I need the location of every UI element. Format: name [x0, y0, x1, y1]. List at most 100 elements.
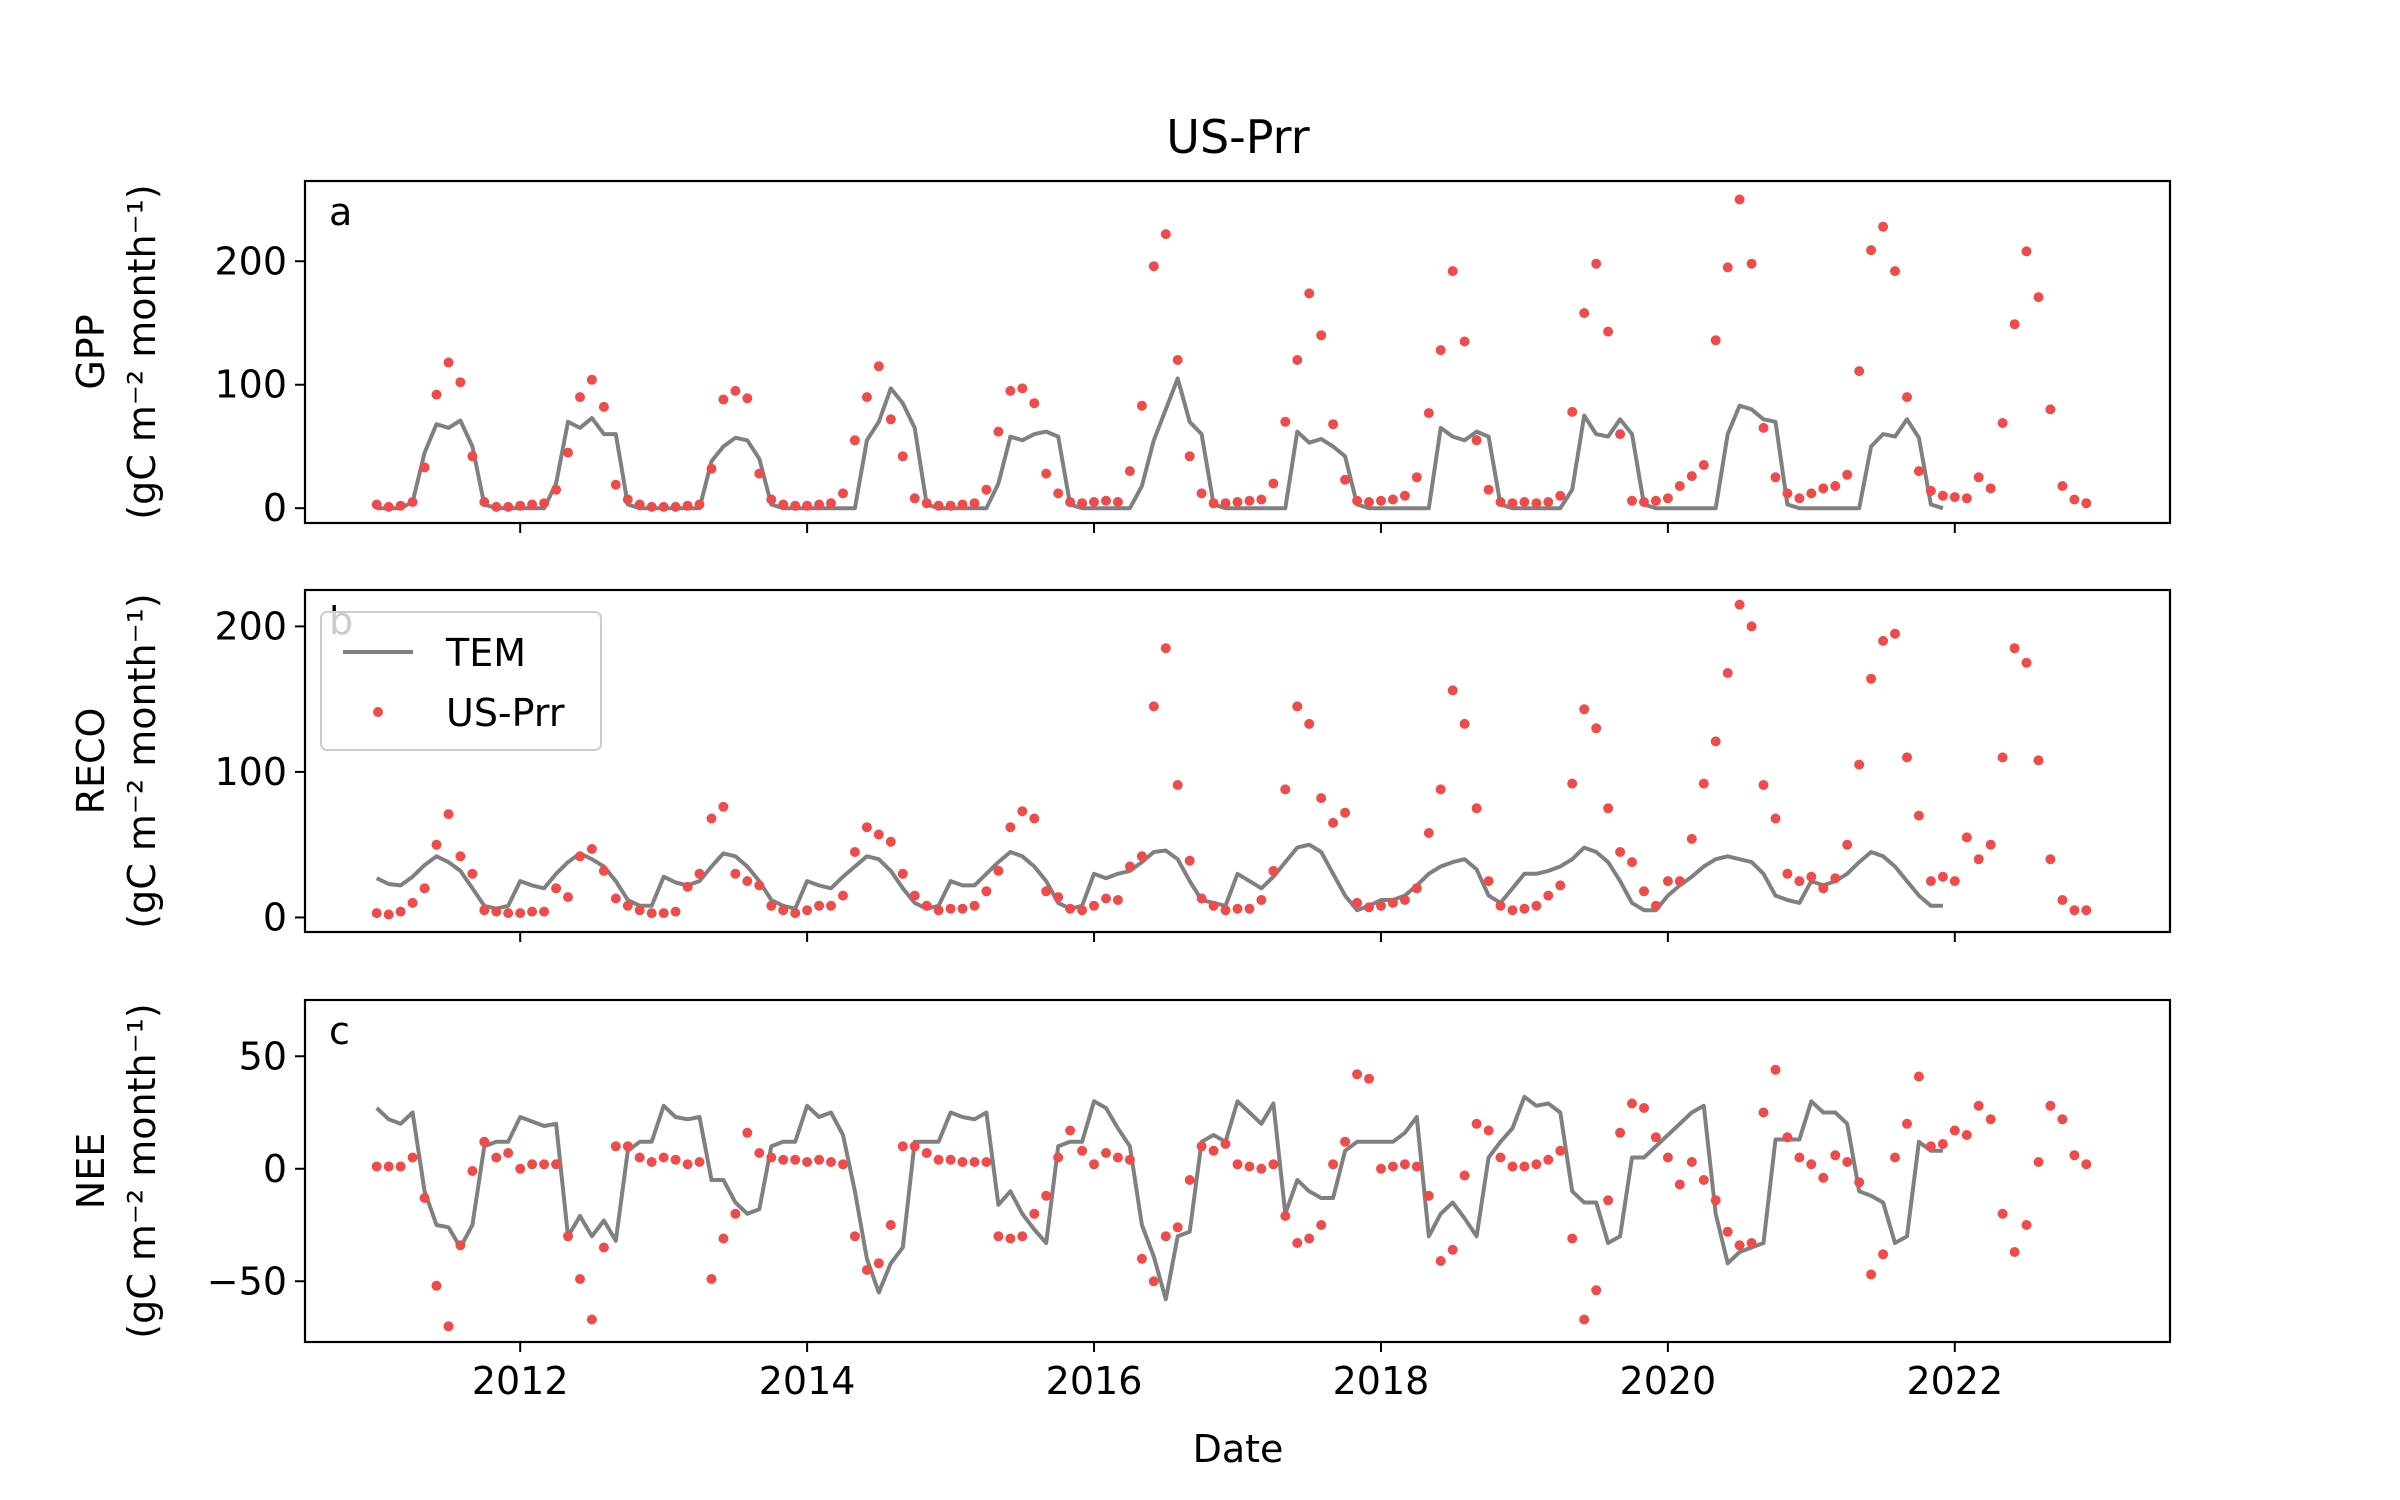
- legend-point-swatch: [373, 707, 383, 717]
- data-point: [885, 414, 896, 425]
- data-point: [1890, 628, 1900, 639]
- data-point: [1937, 490, 1948, 501]
- data-point: [527, 1159, 538, 1170]
- data-point: [575, 851, 585, 862]
- data-point: [1208, 900, 1219, 911]
- data-point: [718, 1233, 729, 1244]
- data-point: [1459, 1170, 1470, 1181]
- data-point: [491, 906, 502, 917]
- data-point: [1782, 868, 1793, 879]
- y-axis-label-units: (gC m⁻² month⁻¹): [120, 1003, 164, 1338]
- data-point: [1734, 1240, 1745, 1251]
- data-point: [1591, 258, 1602, 269]
- data-point: [1077, 905, 1088, 916]
- panel-b: 0100200bRECO(gC m⁻² month⁻¹): [69, 588, 2172, 942]
- data-point: [1399, 1159, 1410, 1170]
- data-point: [969, 498, 980, 509]
- data-point: [1376, 1163, 1386, 1174]
- data-point: [1782, 1132, 1793, 1143]
- data-point: [1352, 1069, 1363, 1080]
- data-point: [694, 868, 705, 879]
- data-point: [2069, 905, 2080, 916]
- data-point: [1148, 701, 1159, 712]
- y-axis-label-units: (gC m⁻² month⁻¹): [120, 184, 164, 519]
- axes-frame: [303, 179, 2172, 525]
- series-points-us-prr: [371, 1064, 2092, 1332]
- data-point: [2045, 404, 2056, 415]
- data-point: [1244, 903, 1255, 914]
- data-point: [2081, 498, 2092, 509]
- y-axis-label-units: (gC m⁻² month⁻¹): [120, 593, 164, 928]
- data-point: [1053, 1152, 1064, 1163]
- data-point: [1364, 1073, 1374, 1084]
- data-point: [1770, 813, 1781, 824]
- data-point: [2045, 1100, 2056, 1111]
- data-point: [1674, 481, 1685, 491]
- x-tick-label: 2012: [472, 1359, 569, 1403]
- data-point: [1997, 1208, 2008, 1219]
- data-point: [957, 1157, 968, 1167]
- data-point: [1304, 1233, 1315, 1244]
- data-point: [1089, 497, 1099, 507]
- data-point: [1806, 1159, 1817, 1170]
- data-point: [1866, 245, 1877, 256]
- data-point: [610, 479, 621, 490]
- data-point: [1423, 1190, 1434, 1201]
- data-point: [1997, 752, 2008, 763]
- data-point: [802, 1157, 813, 1167]
- data-point: [634, 905, 645, 916]
- data-point: [2057, 1114, 2068, 1125]
- data-point: [1376, 900, 1386, 911]
- data-point: [1878, 1249, 1889, 1260]
- x-tick-label: 2020: [1620, 1359, 1717, 1403]
- data-point: [1997, 418, 2008, 428]
- data-point: [503, 1148, 514, 1158]
- data-point: [993, 865, 1004, 876]
- data-point: [1878, 221, 1889, 232]
- y-tick-label: 100: [214, 750, 287, 794]
- data-point: [1387, 897, 1398, 908]
- data-point: [1399, 895, 1410, 905]
- data-point: [2021, 1220, 2032, 1230]
- data-point: [1806, 871, 1817, 882]
- data-point: [1411, 1161, 1422, 1172]
- y-tick-label: 50: [239, 1034, 287, 1078]
- data-point: [945, 500, 956, 511]
- data-point: [849, 435, 860, 446]
- data-point: [1686, 471, 1697, 482]
- data-point: [1196, 1141, 1207, 1152]
- data-point: [1435, 345, 1446, 356]
- data-point: [814, 499, 825, 510]
- data-point: [1005, 385, 1016, 396]
- data-point: [1698, 778, 1709, 789]
- data-point: [1041, 886, 1052, 897]
- y-axis-label: NEE (gC m⁻² month⁻¹): [69, 1003, 164, 1338]
- data-point: [1830, 1150, 1841, 1161]
- data-point: [419, 462, 430, 473]
- data-point: [814, 900, 825, 911]
- data-point: [1101, 1148, 1111, 1158]
- data-point: [563, 892, 573, 903]
- data-point: [2021, 657, 2032, 668]
- data-point: [1447, 1244, 1458, 1255]
- data-point: [395, 500, 406, 511]
- data-point: [1352, 495, 1363, 506]
- data-point: [849, 847, 860, 857]
- data-point: [1662, 1152, 1673, 1163]
- data-point: [1758, 422, 1769, 433]
- data-point: [1925, 876, 1936, 887]
- data-point: [622, 900, 633, 911]
- data-point: [1005, 1233, 1016, 1244]
- data-point: [1543, 497, 1554, 507]
- data-point: [1662, 493, 1673, 504]
- data-point: [790, 1154, 801, 1165]
- data-point: [467, 451, 478, 462]
- data-point: [1089, 1159, 1099, 1170]
- data-point: [646, 501, 657, 512]
- data-point: [1399, 490, 1410, 501]
- data-point: [467, 868, 478, 879]
- data-point: [1364, 497, 1374, 507]
- data-point: [1316, 793, 1327, 804]
- data-point: [1220, 1139, 1231, 1149]
